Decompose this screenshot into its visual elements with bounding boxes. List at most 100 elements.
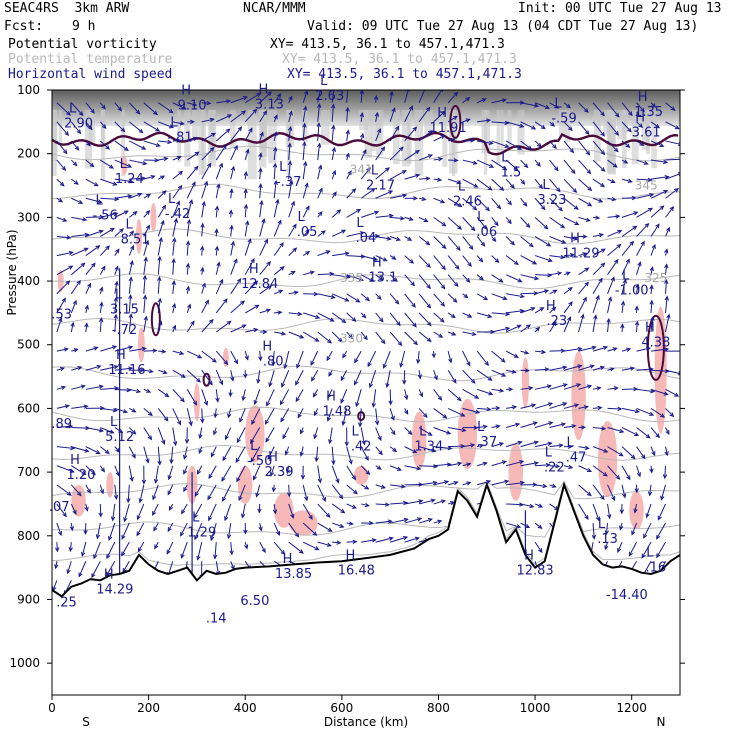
wind-vector [258, 167, 263, 180]
wind-vector [578, 445, 590, 450]
extremum-marker: L [477, 420, 485, 435]
theta-contour [52, 480, 680, 500]
wind-vector [114, 280, 119, 294]
wind-vector [143, 174, 156, 180]
wind-vector [491, 326, 511, 333]
wind-vector [243, 523, 248, 535]
extremum-marker: L [352, 424, 360, 439]
wind-vector [345, 129, 350, 142]
wind-vector [649, 465, 654, 474]
wind-vector [390, 535, 409, 543]
wind-vector [128, 210, 138, 218]
pv-shade-streak [207, 110, 217, 167]
wind-vector [390, 193, 408, 199]
wind-vector [665, 313, 671, 333]
wind-vector [592, 197, 604, 203]
wind-vector [274, 331, 287, 336]
wind-vector [215, 298, 228, 314]
wind-vector [201, 299, 209, 314]
wind-vector [563, 464, 574, 470]
wind-vector [359, 111, 365, 122]
wind-vector [70, 299, 77, 314]
wind-vector [136, 522, 145, 537]
wind-vector [227, 408, 232, 419]
wind-vector [224, 503, 232, 522]
wind-vector [56, 280, 71, 295]
wind-vector [563, 316, 572, 333]
wind-vector [476, 369, 493, 381]
extremum-value: 5.12 [105, 430, 134, 445]
wind-vector [389, 465, 402, 471]
wind-vector [650, 446, 656, 457]
wind-vector [128, 446, 136, 459]
wind-vector [143, 368, 154, 374]
field-xy-pv: XY= 413.5, 36.1 to 457.1,471.3 [270, 37, 505, 52]
wind-vector [143, 102, 158, 116]
extremum-value: 3.15 [110, 303, 139, 318]
wind-vector [106, 541, 116, 560]
wind-vector [491, 159, 508, 171]
wind-vector [620, 300, 626, 313]
wind-vector [157, 102, 174, 114]
wind-vector [476, 293, 489, 301]
wind-vector [389, 312, 401, 327]
wind-vector [476, 98, 487, 104]
wind-vector [317, 503, 331, 518]
wind-vector [56, 522, 63, 537]
wind-vector [284, 446, 290, 456]
wind-vector [549, 271, 563, 276]
wind-vector [385, 370, 391, 389]
wind-vector [520, 140, 533, 150]
extremum-marker: L [622, 268, 630, 283]
extremum-marker: H [524, 549, 534, 564]
wind-vector [187, 119, 196, 125]
wind-vector [259, 329, 268, 335]
wind-vector [433, 519, 443, 524]
wind-vector [389, 170, 407, 180]
wind-vector [128, 276, 133, 294]
wind-vector [180, 541, 188, 559]
wind-vector [152, 503, 159, 517]
wind-vector [505, 255, 519, 266]
wind-vector [84, 322, 89, 333]
wind-vector [375, 235, 392, 241]
wind-vector [607, 121, 620, 136]
extremum-marker: L [297, 210, 305, 225]
theta-contour [52, 273, 680, 290]
wind-vector [619, 522, 624, 531]
wind-vector [56, 178, 65, 187]
extremum-value: .89 [51, 417, 72, 432]
wind-vector [650, 243, 656, 256]
wind-vector [375, 502, 391, 507]
wind-vector [288, 110, 293, 122]
wind-vector [128, 294, 133, 313]
x-axis-label: Distance (km) [324, 715, 408, 729]
wind-vector [243, 370, 248, 379]
wind-vector [287, 125, 293, 142]
plot-frame [51, 89, 681, 696]
wind-vector [650, 388, 669, 396]
wind-vector [404, 312, 417, 328]
wind-vector [128, 230, 134, 237]
wind-vector [636, 388, 656, 394]
wind-vector [549, 306, 557, 314]
wind-vector [607, 484, 616, 502]
wind-vector [360, 446, 369, 461]
wind-vector [447, 331, 457, 336]
wind-vector [418, 216, 429, 223]
wind-vector [288, 311, 303, 317]
wind-vector [71, 247, 89, 257]
extremum-value: 3.13 [255, 97, 284, 112]
wind-vector [172, 121, 185, 126]
wind-vector [196, 465, 203, 475]
wind-vector [230, 324, 247, 333]
wind-vector [578, 281, 590, 295]
wind-vector [621, 121, 632, 133]
wind-vector [283, 350, 290, 370]
wind-vector [505, 522, 522, 529]
wind-vector [85, 229, 104, 237]
wind-vector [137, 541, 145, 553]
wind-vector [535, 483, 548, 489]
wind-vector [549, 422, 567, 429]
wind-vector [129, 407, 137, 413]
